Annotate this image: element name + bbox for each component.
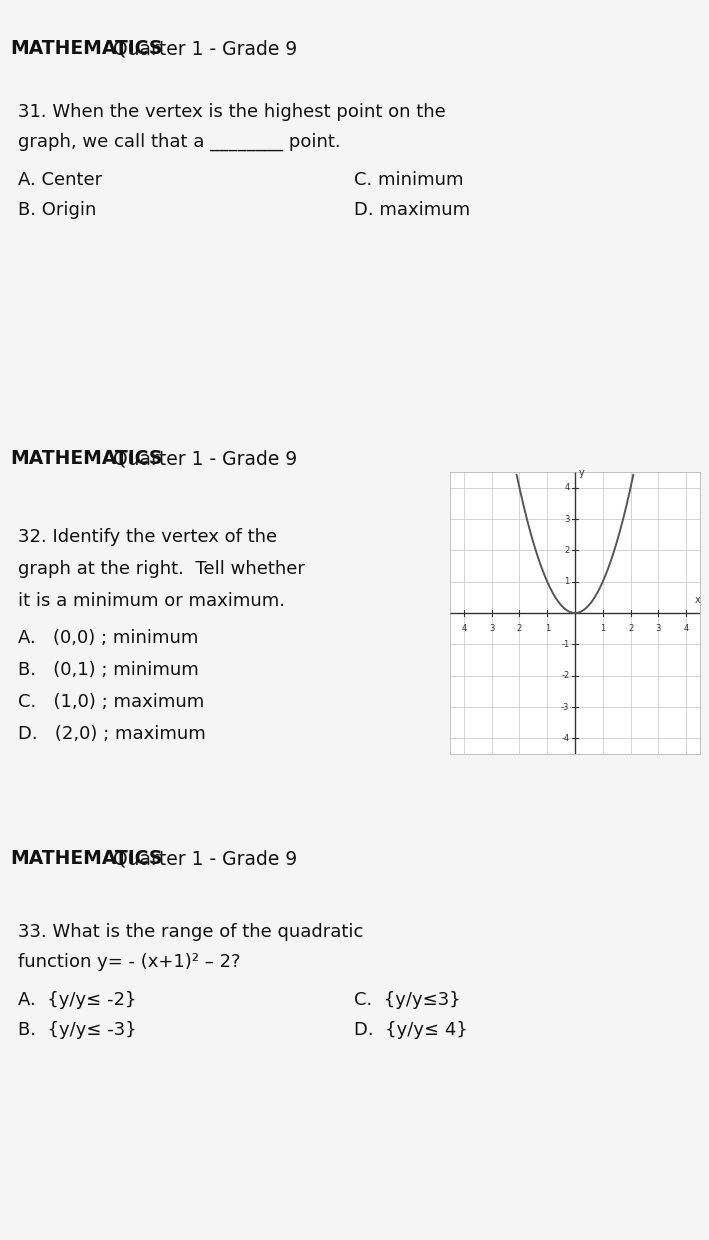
Text: x: x — [694, 595, 700, 605]
Text: B.  {y/y≤ -3}: B. {y/y≤ -3} — [18, 1021, 137, 1039]
Text: C.  {y/y≤3}: C. {y/y≤3} — [354, 991, 461, 1009]
Text: 4: 4 — [462, 624, 467, 632]
Text: 2: 2 — [564, 546, 569, 554]
Text: Quarter 1 - Grade 9: Quarter 1 - Grade 9 — [107, 849, 297, 868]
Text: C.   (1,0) ; maximum: C. (1,0) ; maximum — [18, 693, 204, 711]
Text: 1: 1 — [600, 624, 605, 632]
Text: MATHEMATICS: MATHEMATICS — [10, 849, 162, 868]
Text: D.  {y/y≤ 4}: D. {y/y≤ 4} — [354, 1021, 468, 1039]
Text: 1: 1 — [564, 577, 569, 587]
Text: 2: 2 — [517, 624, 522, 632]
Text: 3: 3 — [656, 624, 661, 632]
Text: 33. What is the range of the quadratic: 33. What is the range of the quadratic — [18, 923, 364, 941]
Text: Quarter 1 - Grade 9: Quarter 1 - Grade 9 — [107, 40, 297, 58]
Text: function y= - (x+1)² – 2?: function y= - (x+1)² – 2? — [18, 954, 240, 971]
Text: Quarter 1 - Grade 9: Quarter 1 - Grade 9 — [107, 450, 297, 469]
Text: 32. Identify the vertex of the: 32. Identify the vertex of the — [18, 528, 277, 546]
Text: MATHEMATICS: MATHEMATICS — [10, 450, 162, 469]
Text: -4: -4 — [562, 734, 569, 743]
Text: 3: 3 — [489, 624, 494, 632]
Text: C. minimum: C. minimum — [354, 171, 464, 188]
Text: -1: -1 — [562, 640, 569, 649]
Text: A.   (0,0) ; minimum: A. (0,0) ; minimum — [18, 629, 199, 647]
Text: graph, we call that a ________ point.: graph, we call that a ________ point. — [18, 133, 340, 151]
Text: B. Origin: B. Origin — [18, 201, 96, 219]
Text: y: y — [579, 469, 585, 479]
Text: 1: 1 — [545, 624, 550, 632]
Text: A. Center: A. Center — [18, 171, 102, 188]
Text: D.   (2,0) ; maximum: D. (2,0) ; maximum — [18, 725, 206, 743]
Text: it is a minimum or maximum.: it is a minimum or maximum. — [18, 591, 285, 610]
Text: -2: -2 — [562, 671, 569, 681]
Text: 3: 3 — [564, 515, 569, 523]
Text: MATHEMATICS: MATHEMATICS — [10, 40, 162, 58]
Text: A.  {y/y≤ -2}: A. {y/y≤ -2} — [18, 991, 136, 1009]
Text: -3: -3 — [561, 703, 569, 712]
Text: 31. When the vertex is the highest point on the: 31. When the vertex is the highest point… — [18, 103, 446, 122]
Text: 2: 2 — [628, 624, 633, 632]
Text: D. maximum: D. maximum — [354, 201, 471, 219]
Text: graph at the right.  Tell whether: graph at the right. Tell whether — [18, 560, 305, 578]
Text: B.   (0,1) ; minimum: B. (0,1) ; minimum — [18, 661, 199, 680]
Text: 4: 4 — [683, 624, 688, 632]
Text: 4: 4 — [564, 484, 569, 492]
